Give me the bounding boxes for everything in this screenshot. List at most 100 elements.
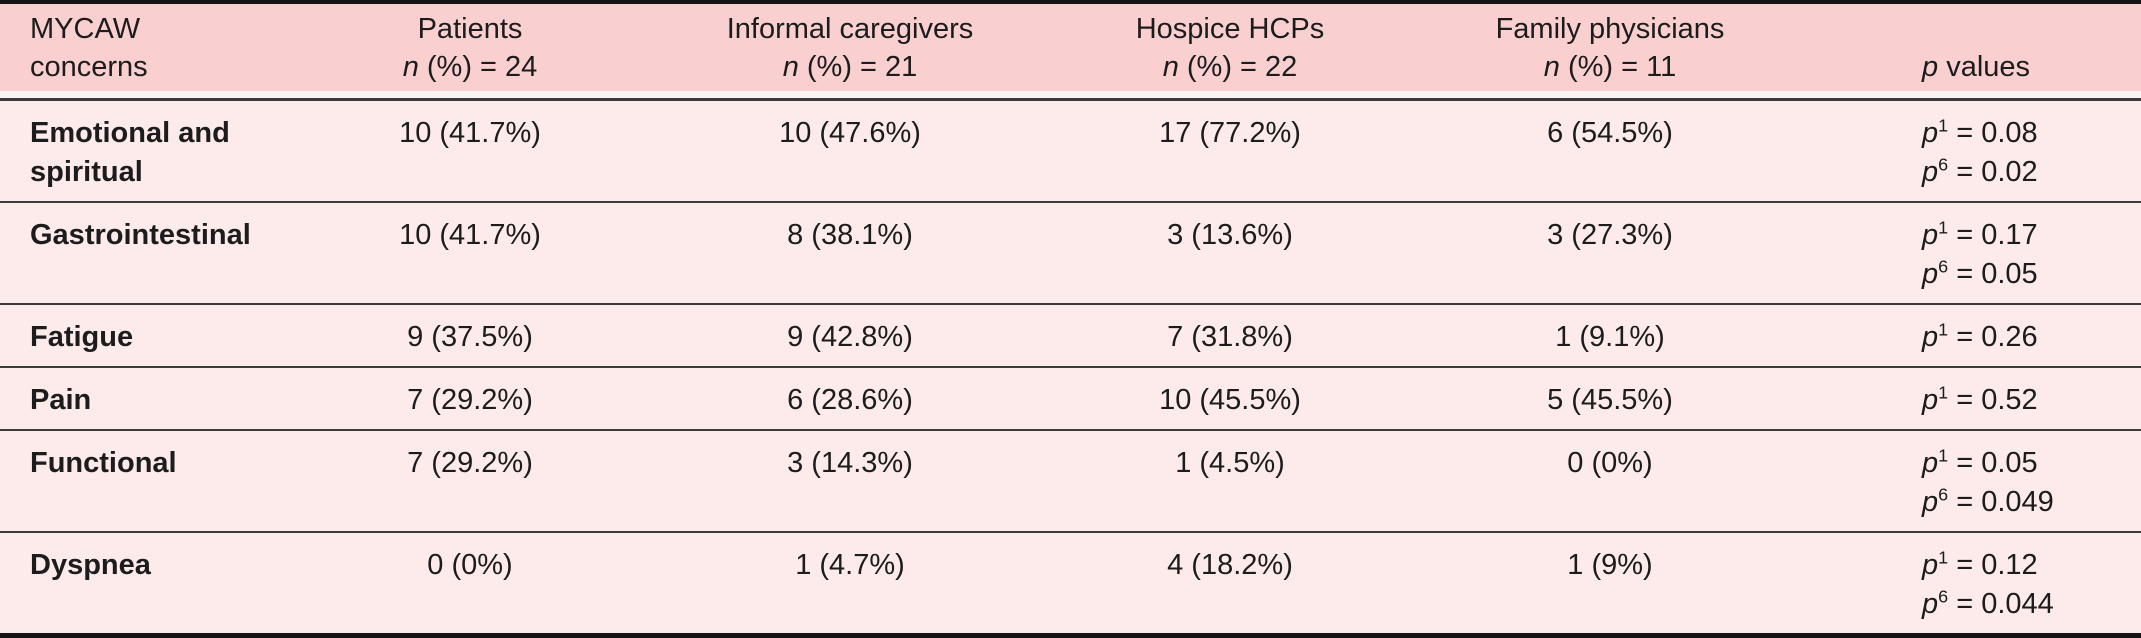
concern-label: Fatigue xyxy=(30,321,134,353)
p-value-number: = 0.05 xyxy=(1956,447,2038,479)
family-physicians-value: 0 (0%) xyxy=(1567,447,1653,479)
p-value-line: p1 = 0.26 xyxy=(1922,318,2140,357)
header-informal-caregivers: Informal caregivers n (%) = 21 xyxy=(660,2,1040,101)
family-physicians-value: 5 (45.5%) xyxy=(1547,384,1673,416)
concern-label: Emotional and spiritual xyxy=(30,117,230,188)
hospice-hcps-value: 4 (18.2%) xyxy=(1167,549,1293,581)
p-value-line: p1 = 0.08 xyxy=(1922,114,2140,153)
header-patients-title: Patients xyxy=(417,13,523,45)
p-value-line: p1 = 0.12 xyxy=(1922,546,2140,585)
p-exponent: 1 xyxy=(1938,217,1949,238)
p-value-line: p1 = 0.52 xyxy=(1922,381,2140,420)
table-header: MYCAW concerns Patients n (%) = 24 Infor… xyxy=(0,2,2141,101)
header-patients-n: n (%) = 24 xyxy=(280,48,660,86)
header-family-physicians-n: n (%) = 11 xyxy=(1420,48,1800,86)
p-symbol: p xyxy=(1922,321,1939,353)
patients-value: 7 (29.2%) xyxy=(407,384,533,416)
p-values-cell: p1 = 0.26 xyxy=(1800,304,2141,367)
p-exponent: 6 xyxy=(1938,256,1949,277)
n-count: (%) = 24 xyxy=(426,51,538,83)
header-mycaw-concerns: MYCAW concerns xyxy=(0,2,280,101)
family-physicians-value: 1 (9%) xyxy=(1567,549,1653,581)
header-hospice-hcps-title: Hospice HCPs xyxy=(1135,13,1325,45)
header-family-physicians: Family physicians n (%) = 11 xyxy=(1420,2,1800,101)
hospice-hcps-value: 7 (31.8%) xyxy=(1167,321,1293,353)
p-symbol: p xyxy=(1922,51,1939,83)
family-physicians-value: 3 (27.3%) xyxy=(1547,219,1673,251)
table-row: Dyspnea 0 (0%) 1 (4.7%) 4 (18.2%) 1 (9%)… xyxy=(0,532,2141,636)
p-symbol: p xyxy=(1922,549,1939,581)
p-symbol: p xyxy=(1922,258,1939,290)
p-value-line: p6 = 0.05 xyxy=(1922,255,2140,294)
p-values-cell: p1 = 0.52 xyxy=(1800,367,2141,430)
informal-caregivers-value: 1 (4.7%) xyxy=(795,549,905,581)
n-count: (%) = 11 xyxy=(1567,51,1677,83)
hospice-hcps-value: 3 (13.6%) xyxy=(1167,219,1293,251)
n-count: (%) = 22 xyxy=(1186,51,1298,83)
header-family-physicians-title: Family physicians xyxy=(1495,13,1725,45)
n-symbol: n xyxy=(402,51,419,83)
p-exponent: 1 xyxy=(1938,382,1949,403)
p-value-line: p1 = 0.17 xyxy=(1922,216,2140,255)
patients-value: 10 (41.7%) xyxy=(399,117,541,149)
p-value-number: = 0.12 xyxy=(1956,549,2038,581)
concern-label: Functional xyxy=(30,447,177,479)
table-row: Fatigue 9 (37.5%) 9 (42.8%) 7 (31.8%) 1 … xyxy=(0,304,2141,367)
p-symbol: p xyxy=(1922,588,1939,620)
family-physicians-value: 6 (54.5%) xyxy=(1547,117,1673,149)
p-symbol: p xyxy=(1922,117,1939,149)
p-values-cell: p1 = 0.05 p6 = 0.049 xyxy=(1800,430,2141,532)
informal-caregivers-value: 6 (28.6%) xyxy=(787,384,913,416)
p-symbol: p xyxy=(1922,384,1939,416)
p-value-number: = 0.26 xyxy=(1956,321,2038,353)
p-value-line: p1 = 0.05 xyxy=(1922,444,2140,483)
p-value-number: = 0.044 xyxy=(1956,588,2054,620)
p-values-word: values xyxy=(1946,51,2031,83)
header-informal-caregivers-n: n (%) = 21 xyxy=(660,48,1040,86)
header-patients: Patients n (%) = 24 xyxy=(280,2,660,101)
header-mycaw-line1: MYCAW xyxy=(30,13,141,45)
header-row: MYCAW concerns Patients n (%) = 24 Infor… xyxy=(0,2,2141,101)
concern-label: Dyspnea xyxy=(30,549,151,581)
p-symbol: p xyxy=(1922,447,1939,479)
table-row: Pain 7 (29.2%) 6 (28.6%) 10 (45.5%) 5 (4… xyxy=(0,367,2141,430)
p-exponent: 6 xyxy=(1938,586,1949,607)
table-row: Functional 7 (29.2%) 3 (14.3%) 1 (4.5%) … xyxy=(0,430,2141,532)
header-hospice-hcps-n: n (%) = 22 xyxy=(1040,48,1420,86)
p-value-number: = 0.05 xyxy=(1956,258,2038,290)
informal-caregivers-value: 10 (47.6%) xyxy=(779,117,921,149)
p-exponent: 6 xyxy=(1938,484,1949,505)
n-count: (%) = 21 xyxy=(806,51,918,83)
patients-value: 0 (0%) xyxy=(427,549,513,581)
informal-caregivers-value: 9 (42.8%) xyxy=(787,321,913,353)
informal-caregivers-value: 3 (14.3%) xyxy=(787,447,913,479)
p-value-number: = 0.08 xyxy=(1956,117,2038,149)
p-exponent: 1 xyxy=(1938,319,1949,340)
header-hospice-hcps: Hospice HCPs n (%) = 22 xyxy=(1040,2,1420,101)
p-exponent: 1 xyxy=(1938,445,1949,466)
patients-value: 10 (41.7%) xyxy=(399,219,541,251)
p-value-line: p6 = 0.049 xyxy=(1922,483,2140,522)
p-symbol: p xyxy=(1922,219,1939,251)
header-informal-caregivers-title: Informal caregivers xyxy=(726,13,974,45)
p-value-number: = 0.049 xyxy=(1956,486,2054,518)
p-symbol: p xyxy=(1922,486,1939,518)
informal-caregivers-value: 8 (38.1%) xyxy=(787,219,913,251)
header-p-values-label: p values xyxy=(1922,48,2141,86)
concern-label: Gastrointestinal xyxy=(30,219,251,251)
patients-value: 9 (37.5%) xyxy=(407,321,533,353)
table-row: Gastrointestinal 10 (41.7%) 8 (38.1%) 3 … xyxy=(0,202,2141,304)
p-values-cell: p1 = 0.17 p6 = 0.05 xyxy=(1800,202,2141,304)
p-exponent: 6 xyxy=(1938,154,1949,175)
p-value-number: = 0.17 xyxy=(1956,219,2038,251)
p-value-number: = 0.02 xyxy=(1956,156,2038,188)
n-symbol: n xyxy=(1543,51,1560,83)
hospice-hcps-value: 17 (77.2%) xyxy=(1159,117,1301,149)
p-values-cell: p1 = 0.08 p 6 = 0.02 xyxy=(1800,100,2141,203)
p-value-number: = 0.52 xyxy=(1956,384,2038,416)
n-symbol: n xyxy=(1162,51,1179,83)
p-values-cell: p1 = 0.12 p6 = 0.044 xyxy=(1800,532,2141,636)
concern-label: Pain xyxy=(30,384,92,416)
family-physicians-value: 1 (9.1%) xyxy=(1555,321,1665,353)
